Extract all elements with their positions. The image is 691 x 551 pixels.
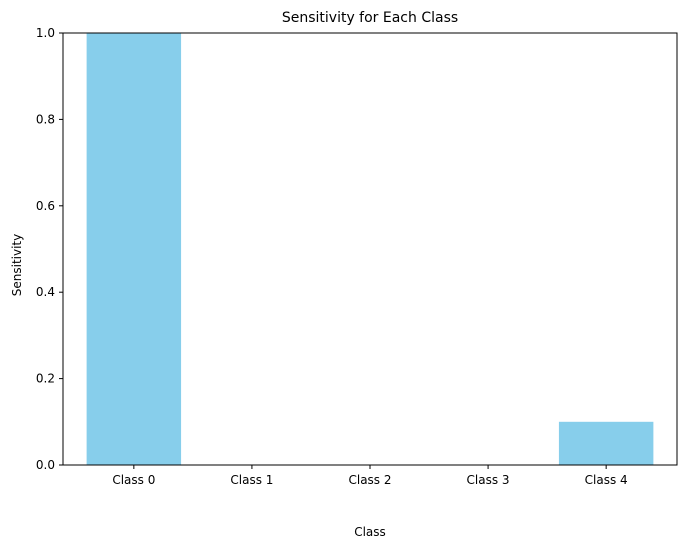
y-tick-label: 0.0: [36, 458, 55, 472]
y-axis-label: Sensitivity: [10, 234, 24, 296]
y-tick-label: 0.4: [36, 285, 55, 299]
x-tick-label: Class 1: [230, 473, 273, 487]
chart-title: Sensitivity for Each Class: [282, 10, 458, 26]
y-tick-label: 0.8: [36, 112, 55, 126]
axes-layer: 0.0 0.2 0.4 0.6 0.8 1.0 Class 0 Class 1 Class 2 C…: [36, 26, 678, 487]
bar-class-4: [558, 421, 654, 465]
bar-class-0: [86, 33, 182, 465]
bars-layer: [86, 33, 654, 465]
x-tick-label: Class 3: [467, 473, 510, 487]
x-tick-label: Class 2: [348, 473, 391, 487]
y-tick-label: 0.6: [36, 199, 55, 213]
x-tick-label: Class 0: [112, 473, 155, 487]
y-tick-label: 0.2: [36, 372, 55, 386]
x-axis-label: Class: [354, 525, 386, 539]
x-tick-label: Class 4: [585, 473, 628, 487]
y-tick-label: 1.0: [36, 26, 55, 40]
